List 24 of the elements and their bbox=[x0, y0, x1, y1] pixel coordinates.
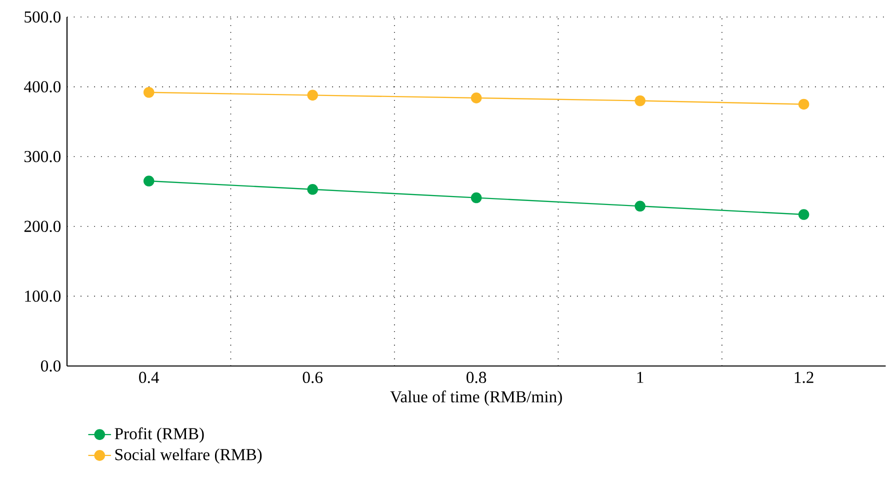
y-tick-label: 400.0 bbox=[24, 81, 61, 92]
x-tick-label: 0.4 bbox=[139, 372, 160, 384]
point bbox=[470, 92, 482, 104]
legend-label: Social welfare (RMB) bbox=[115, 448, 262, 464]
x-tick-label: 0.6 bbox=[302, 372, 323, 384]
y-tick-label: 0.0 bbox=[40, 360, 61, 372]
y-tick-label: 300.0 bbox=[24, 150, 61, 162]
y-tick-label: 100.0 bbox=[25, 290, 61, 302]
point bbox=[798, 209, 810, 220]
point bbox=[470, 192, 482, 204]
point bbox=[634, 200, 646, 212]
point bbox=[307, 90, 318, 101]
x-tick-label: 1 bbox=[637, 372, 644, 383]
x-axis-title: Value of time (RMB/min) bbox=[390, 390, 562, 406]
point bbox=[798, 98, 810, 110]
y-tick-label: 500.0 bbox=[24, 11, 61, 23]
legend-label: Profit (RMB) bbox=[114, 427, 204, 443]
point bbox=[307, 184, 318, 195]
point bbox=[143, 176, 154, 186]
point bbox=[143, 86, 154, 98]
y-tick-label: 200.0 bbox=[24, 220, 61, 232]
x-tick-label: 1.2 bbox=[794, 372, 814, 384]
point bbox=[634, 95, 646, 106]
x-tick-label: 0.8 bbox=[466, 372, 486, 384]
